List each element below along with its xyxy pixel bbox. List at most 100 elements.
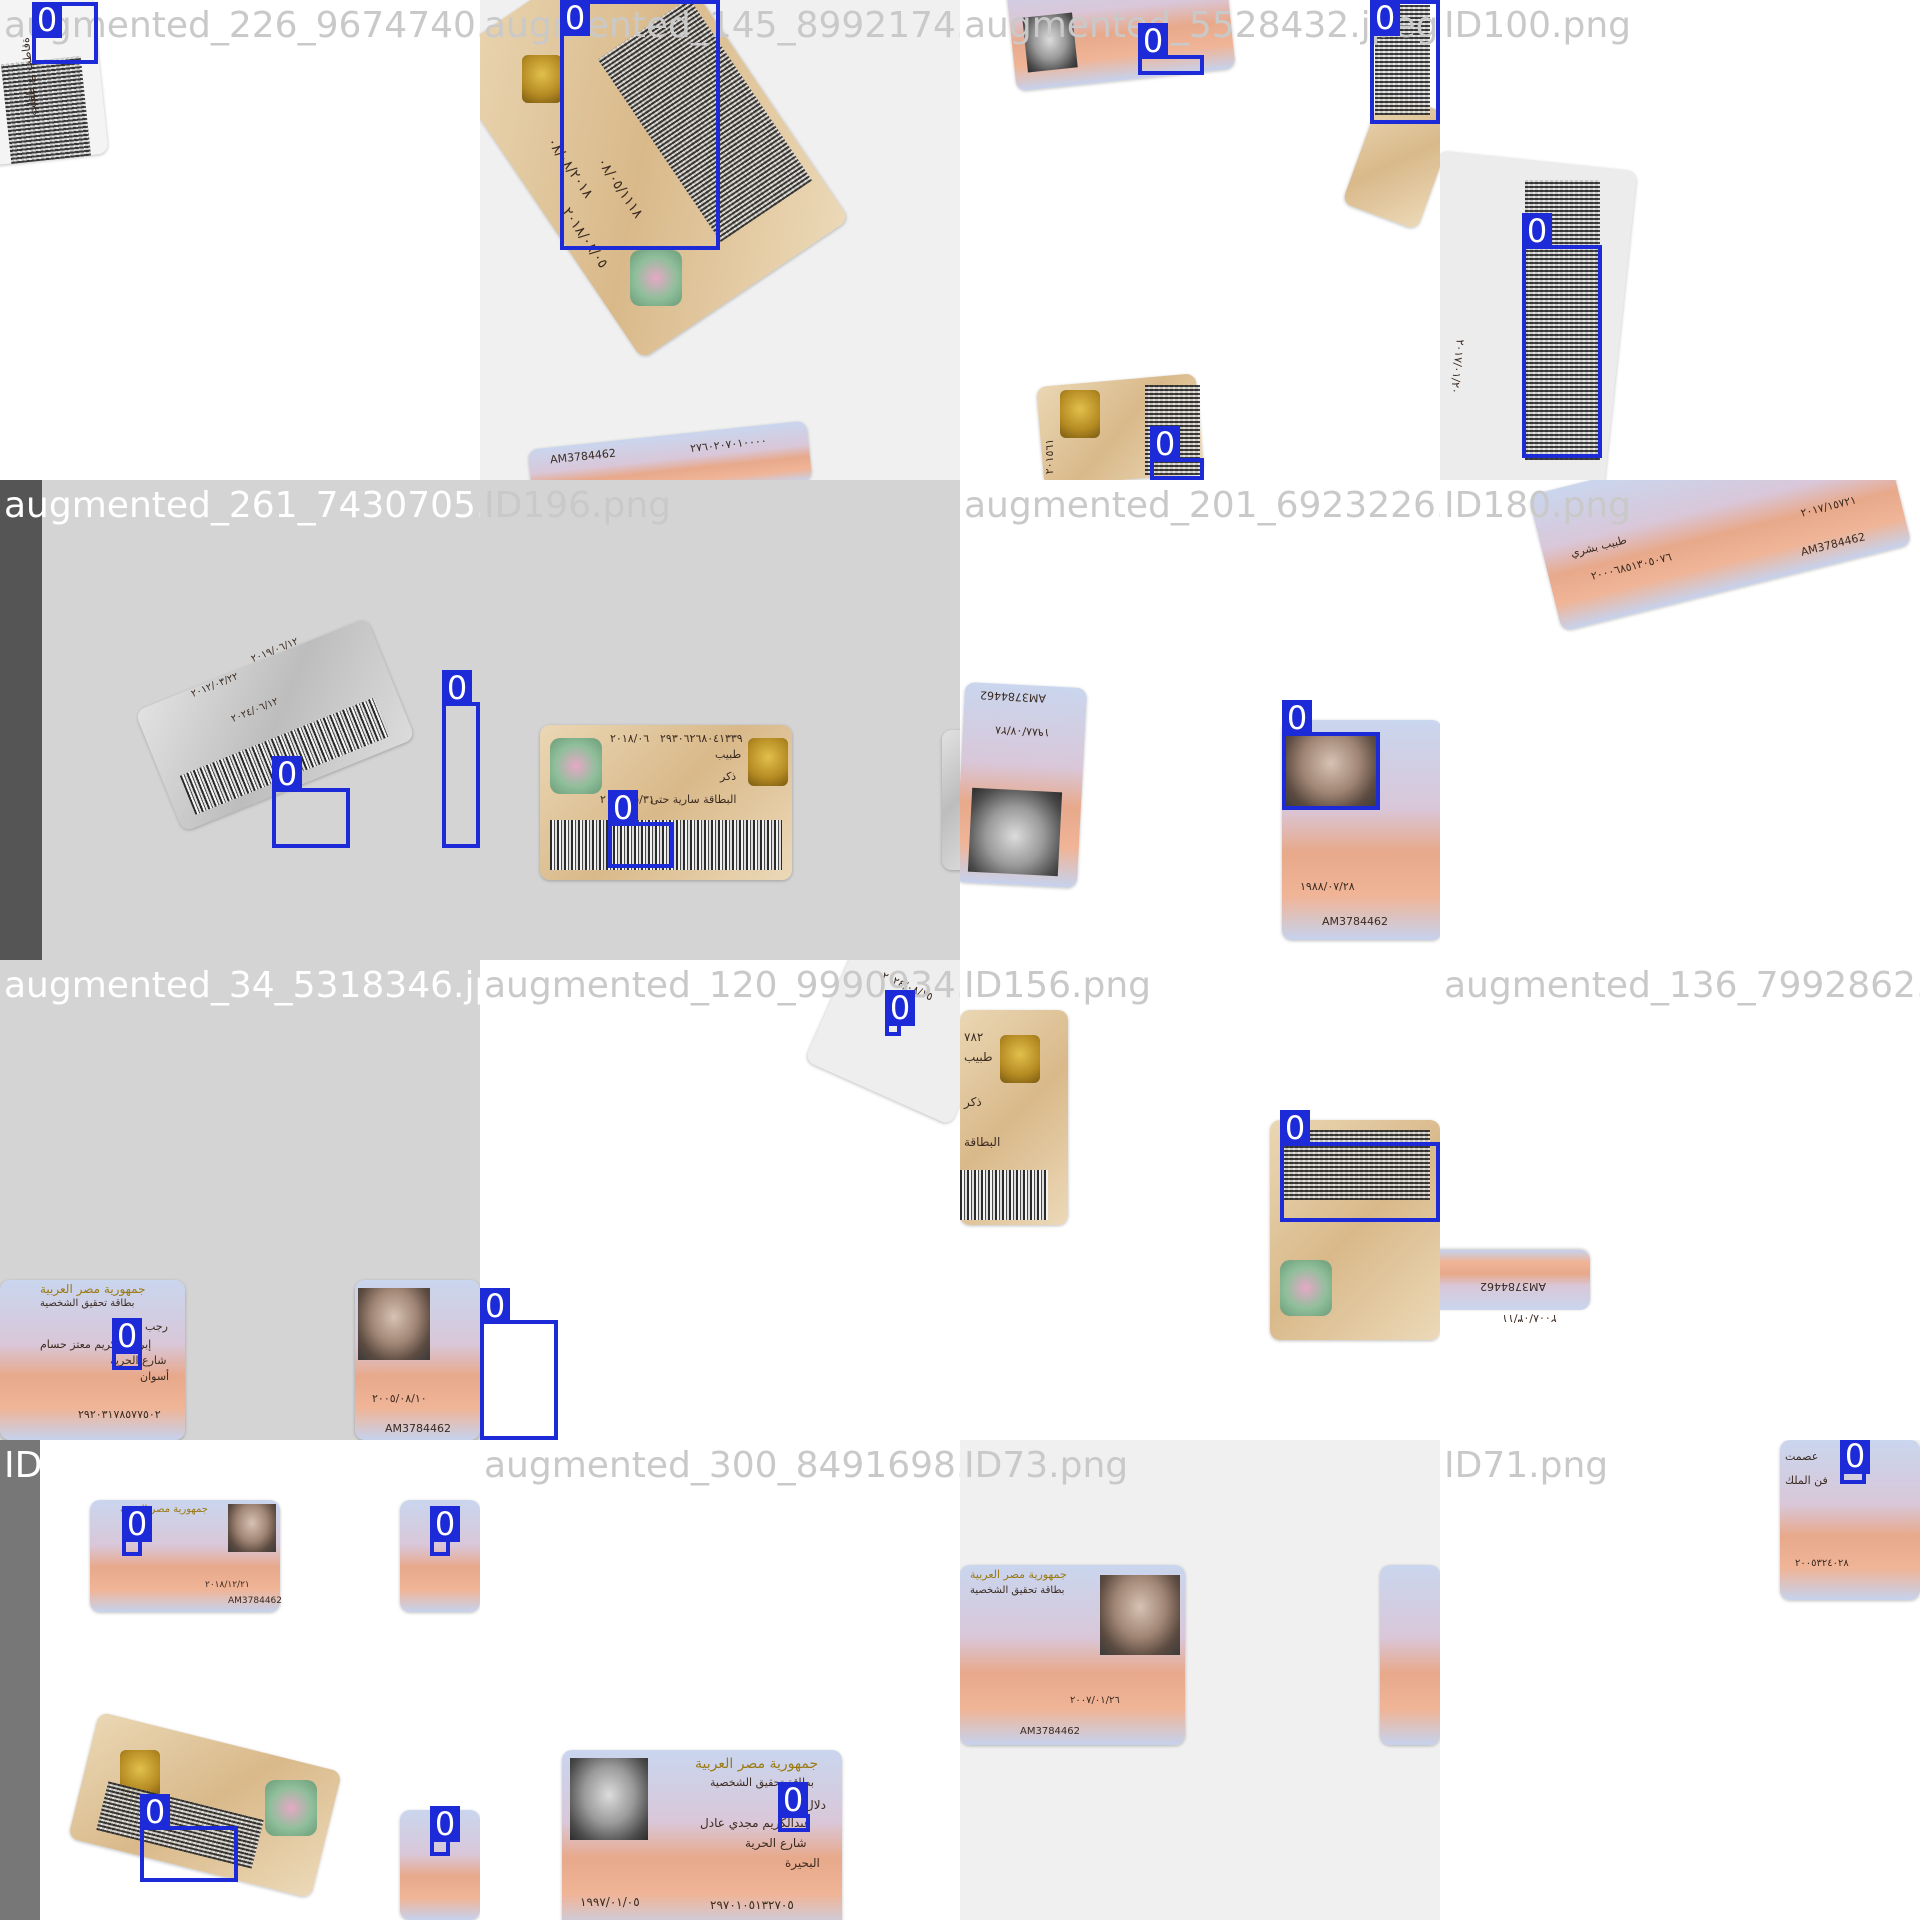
class-tag: 0 <box>1370 0 1400 36</box>
tile-11: AM3784462 ٢٠٠٨/٠٣/١١ augmented_136_79928… <box>1440 960 1920 1440</box>
class-tag: 0 <box>885 990 915 1026</box>
card-text: ٢٠٠٨/٠٣/١١ <box>1502 1312 1557 1325</box>
class-tag: 0 <box>272 756 302 792</box>
detection-box: 0 <box>1280 1110 1440 1222</box>
barcode-region <box>0 56 92 164</box>
detection-box: 0 <box>1522 213 1602 458</box>
card-text: البحيرة <box>785 1856 820 1870</box>
class-tag: 0 <box>608 790 638 826</box>
class-tag: 0 <box>1840 1440 1870 1474</box>
portrait-photo <box>228 1504 276 1552</box>
tile-filename: augmented_5528432.jpeg <box>964 5 1439 46</box>
tile-10: طبيب ذكر البطاقة ٧٨٢ ID156.png 0 <box>960 960 1440 1440</box>
class-tag: 0 <box>32 2 62 38</box>
tile-filename: ID73.png <box>964 1445 1129 1486</box>
tile-filename: augmented_120_9990934.jpeg <box>484 965 960 1006</box>
tile-filename: augmented_136_7992862.jpeg <box>1444 965 1920 1006</box>
detection-box: 0 <box>778 1782 810 1832</box>
card-text: عصمت <box>1785 1450 1819 1463</box>
card-text: طبيب <box>964 1050 993 1064</box>
tile-7: ٢٠١٧/١٥٧٢١ AM3784462 طبيب بشري ٢٠٠٠٦٨٥١٣… <box>1440 480 1920 960</box>
detection-box: 0 <box>608 790 674 868</box>
tile-filename: ID196.png <box>484 485 672 526</box>
portrait-photo <box>1286 732 1376 810</box>
tile-filename: ID114.png <box>4 1445 192 1486</box>
card-text: جمهورية مصر العربية <box>970 1568 1067 1581</box>
class-tag: 0 <box>112 1318 142 1354</box>
portrait-photo <box>358 1288 430 1360</box>
card-text: رجب <box>145 1320 168 1333</box>
detection-box: 0 <box>430 1806 460 1856</box>
card-text: جمهورية مصر العربية <box>120 1504 208 1515</box>
barcode <box>550 820 782 870</box>
tile-13: جمهورية مصر العربية بطاقة تحقيق الشخصية … <box>480 1440 960 1920</box>
class-tag: 0 <box>1522 213 1552 249</box>
card-text: ٢٠١٨/١٢/٢١ <box>205 1580 250 1590</box>
detection-box: 0 <box>112 1318 142 1370</box>
dark-border-strip <box>0 1440 40 1920</box>
detection-box: 0 <box>1138 23 1204 75</box>
card-text: ٢٩٣٠٦٢٦٨٠٤١٣٣٩ <box>660 732 743 745</box>
security-seal-icon <box>265 1780 317 1836</box>
class-tag: 0 <box>140 1794 170 1830</box>
detection-box: 0 <box>430 1506 460 1556</box>
tile-1: ٠٨/٠٨/٢٠١٨ ٠٨/٠٥/١١١٨ ٢٠١٨/٠٨/٠٥ AM37844… <box>480 0 960 480</box>
card-text: ٢٠٠٥٣٢٤٠٢٨ <box>1795 1558 1849 1569</box>
tile-6: AM3784462 ١٩٨٨/٠٧/٢٨ ١٩٨٨/٠٧/٢٨ AM378446… <box>960 480 1440 960</box>
tile-filename: ID156.png <box>964 965 1152 1006</box>
barcode <box>960 1170 1048 1220</box>
security-seal-icon <box>630 250 682 306</box>
detection-box: 0 <box>140 1794 238 1882</box>
card-text: جمهورية مصر العربية <box>40 1282 146 1296</box>
security-seal-icon <box>550 738 602 794</box>
card-text: ٢٠٠٧/٠١/٢٦ <box>1070 1695 1120 1706</box>
class-tag: 0 <box>480 1288 510 1324</box>
tile-0: ةقاطب نع طقلت augmented_226_9674740.jpeg… <box>0 0 480 480</box>
tile-5: ٢٠١٨/٠٦ ٢٩٣٠٦٢٦٨٠٤١٣٣٩ طبيب ذكر البطاقة … <box>480 480 960 960</box>
tile-14: جمهورية مصر العربية بطاقة تحقيق الشخصية … <box>960 1440 1440 1920</box>
card-text: AM3784462 <box>1322 915 1389 928</box>
class-tag: 0 <box>442 670 472 706</box>
tile-filename: ID71.png <box>1444 1445 1609 1486</box>
class-tag: 0 <box>778 1782 808 1818</box>
card-text: دلال <box>805 1798 826 1812</box>
id-card <box>942 730 960 870</box>
portrait-photo <box>967 787 1063 877</box>
detection-box: 0 <box>560 0 720 250</box>
card-text: بطاقة تحقيق الشخصية <box>970 1585 1065 1596</box>
class-tag: 0 <box>1138 23 1168 59</box>
card-text: البطاقة سارية حتى <box>650 793 737 806</box>
card-text: ١٩٩٧/٠١/٠٥ <box>580 1895 640 1909</box>
detection-box: 0 <box>272 756 350 848</box>
tile-filename: augmented_261_7430705.jpeg <box>4 485 480 526</box>
card-text: ذكر <box>964 1095 982 1109</box>
tile-filename: augmented_300_8491698.jpeg <box>484 1445 960 1486</box>
eagle-emblem-icon <box>1060 390 1100 438</box>
card-text: ٢٩٧٠١٠٥١٣٢٧٠٥ <box>710 1898 794 1912</box>
id-card <box>0 1280 185 1440</box>
card-text: AM3784462 <box>1020 1726 1081 1737</box>
tile-filename: augmented_34_5318346.jpeg <box>4 965 480 1006</box>
portrait-photo <box>570 1758 648 1840</box>
card-text: ٢٠١٥٦١ <box>1043 438 1057 475</box>
portrait-photo <box>1100 1575 1180 1655</box>
eagle-emblem-icon <box>522 55 562 103</box>
detection-box: 0 <box>480 1288 558 1440</box>
tile-2: ٢٠١٥٦١ augmented_5528432.jpeg 0 0 0 <box>960 0 1440 480</box>
card-text: شارع الحرية <box>745 1836 807 1850</box>
class-tag: 0 <box>1282 700 1312 736</box>
card-text: ١٩٨٨/٠٧/٢٨ <box>994 723 1050 740</box>
card-text: طبيب <box>715 748 742 761</box>
tile-12: جمهورية مصر العربية ٢٠١٨/١٢/٢١ AM3784462… <box>0 1440 480 1920</box>
card-text: AM3784462 <box>228 1596 283 1606</box>
tile-4: ٢٠١٢/٠٣/٢٢ ٢٠١٩/٠٦/١٢ ٢٠٢٤/٠٦/١٢ augment… <box>0 480 480 960</box>
security-seal-icon <box>1280 1260 1332 1316</box>
card-text: ذكر <box>720 770 737 783</box>
class-tag: 0 <box>560 0 590 36</box>
card-text: بطاقة تحقيق الشخصية <box>40 1298 135 1309</box>
card-text: ٢٠٠٥/٠٨/١٠ <box>372 1392 427 1405</box>
card-text: فن الملك <box>1785 1474 1828 1487</box>
tile-8: جمهورية مصر العربية بطاقة تحقيق الشخصية … <box>0 960 480 1440</box>
tile-filename: augmented_226_9674740.jpeg <box>4 5 480 46</box>
